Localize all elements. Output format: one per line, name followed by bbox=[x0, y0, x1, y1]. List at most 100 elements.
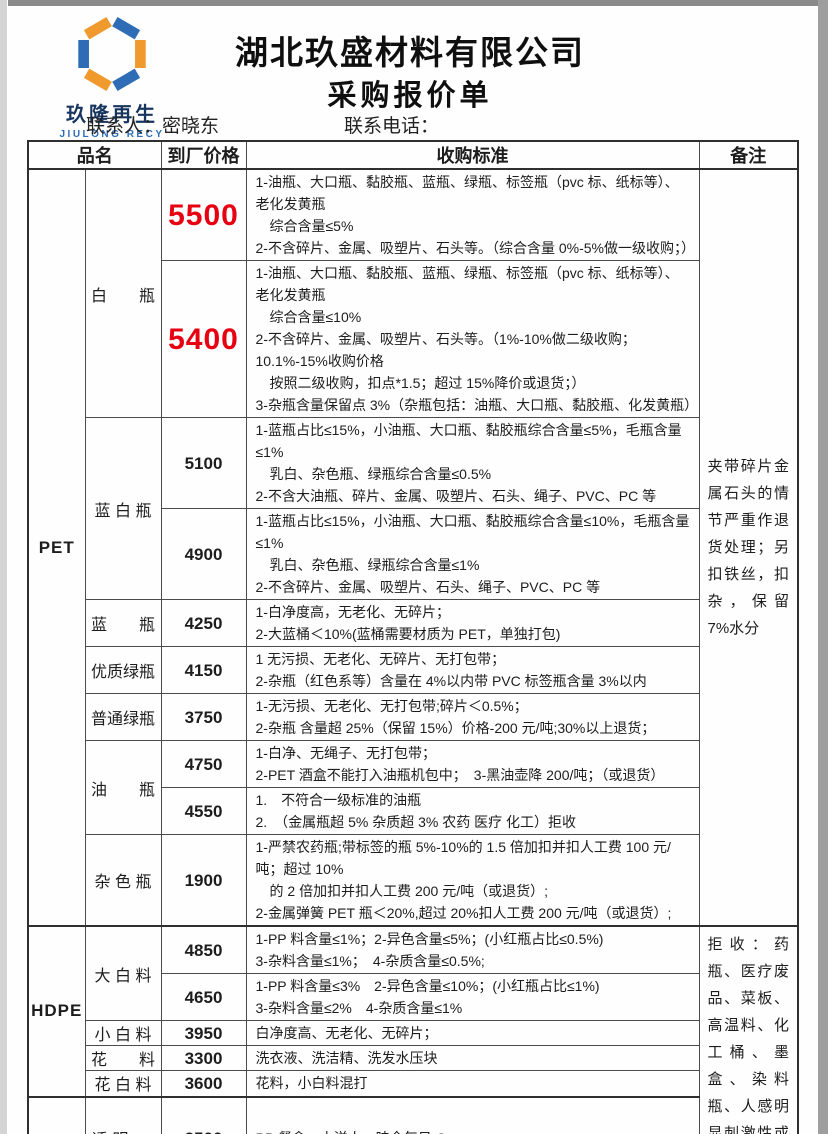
price-cell: 5500 bbox=[160, 168, 247, 261]
col-header-standard: 收购标准 bbox=[245, 140, 700, 170]
price-cell: 4650 bbox=[160, 973, 247, 1021]
standard-cell: 1-油瓶、大口瓶、黏胶瓶、蓝瓶、绿瓶、标签瓶（pvc 标、纸标等）、老化发黄瓶 … bbox=[245, 168, 700, 261]
contact-person-value: 密晓东 bbox=[162, 116, 220, 137]
table-row: HDPE 大 白 料 4850 1-PP 料含量≤1%；2-异色含量≤5%；(小红瓶占… bbox=[27, 925, 799, 1134]
price-cell: 4900 bbox=[160, 508, 247, 600]
contact-phone: 联系电话： bbox=[344, 111, 439, 138]
document-title: 采购报价单 bbox=[327, 80, 493, 112]
standard-line: PP 餐盒，小洋人，味全每日 C bbox=[256, 1127, 693, 1134]
standard-line: 1-蓝瓶占比≤15%，小油瓶、大口瓶、黏胶瓶综合含量≤5%，毛瓶含量≤1% bbox=[255, 422, 682, 460]
standard-line: 白净度高、无老化、无碎片； bbox=[255, 1025, 438, 1041]
standard-line: 1 无污损、无老化、无碎片、无打包带； bbox=[255, 651, 506, 667]
product-name-cell: 大 白 料 bbox=[84, 925, 162, 1021]
col-header-product: 品名 bbox=[27, 140, 162, 170]
standard-line: 1-白净、无绳子、无打包带； bbox=[255, 745, 436, 761]
table-row: 优质绿瓶 4150 1 无污损、无老化、无碎片、无打包带； 2-杂瓶（红色系等）含量在… bbox=[28, 646, 798, 694]
price-cell: 1900 bbox=[160, 834, 247, 927]
table-row: 花 白 料 3600 花料，小白料混打 bbox=[28, 1070, 798, 1097]
table-row: PET 白 瓶 5500 1-油瓶、大口瓶、黏胶瓶、蓝瓶、绿瓶、标签瓶（pvc 标、纸… bbox=[27, 168, 799, 927]
standard-line: 2-不含碎片、金属、吸塑片、石头、绳子、PVC、PC 等 bbox=[255, 579, 601, 595]
scan-edge-top bbox=[8, 0, 828, 6]
scan-edge-right bbox=[818, 0, 828, 1134]
standard-line: 综合含量≤10% bbox=[255, 309, 362, 325]
standard-line: 2-不含大油瓶、碎片、金属、吸塑片、石头、绳子、PVC、PC 等 bbox=[255, 488, 657, 504]
standard-cell: 花料，小白料混打 bbox=[245, 1070, 700, 1097]
col-header-price: 到厂价格 bbox=[160, 140, 247, 170]
product-name-cell: 蓝 白 瓶 bbox=[84, 417, 162, 600]
product-name-cell: 小 白 料 bbox=[84, 1020, 162, 1046]
standard-line: 3-杂料含量≤1%； 4-杂质含量≤0.5%; bbox=[255, 953, 485, 969]
product-name-cell: 普通绿瓶 bbox=[84, 693, 162, 741]
standard-cell: 1-蓝瓶占比≤15%，小油瓶、大口瓶、黏胶瓶综合含量≤5%，毛瓶含量≤1% 乳白… bbox=[245, 417, 700, 509]
category-cell: PET bbox=[27, 168, 86, 927]
table-body: PET 白 瓶 5500 1-油瓶、大口瓶、黏胶瓶、蓝瓶、绿瓶、标签瓶（pvc 标、纸… bbox=[27, 168, 799, 1134]
price-cell: 3950 bbox=[160, 1020, 247, 1046]
standard-cell: PP 餐盒，小洋人，味全每日 C bbox=[245, 1095, 700, 1134]
company-logo: 玖隆再生 JIULONG RECY bbox=[52, 12, 172, 140]
standard-line: 1-PP 料含量≤3% 2-异色含量≤10%；(小红瓶占比≤1%) bbox=[255, 978, 600, 994]
logo-name-en: JIULONG RECY bbox=[59, 129, 165, 140]
table-row: 4900 1-蓝瓶占比≤15%，小油瓶、大口瓶、黏胶瓶综合含量≤10%，毛瓶含量≤… bbox=[28, 508, 798, 600]
price-cell: 3300 bbox=[160, 1045, 247, 1071]
standard-cell: 1-油瓶、大口瓶、黏胶瓶、蓝瓶、绿瓶、标签瓶（pvc 标、纸标等）、老化发黄瓶 … bbox=[245, 260, 700, 418]
standard-line: 2-杂瓶（红色系等）含量在 4%以内带 PVC 标签瓶含量 3%以内 bbox=[255, 673, 647, 689]
logo-name-cn: 玖隆再生 bbox=[66, 104, 158, 126]
price-cell: 4750 bbox=[160, 740, 247, 788]
table-row: 花 料 3300 洗衣液、洗洁精、洗发水压块 bbox=[28, 1045, 798, 1071]
standard-cell: 1-无污损、无老化、无打包带;碎片＜0.5%； 2-杂瓶 含量超 25%（保留 1… bbox=[245, 693, 700, 741]
table-row: 杂 色 瓶 1900 1-严禁农药瓶;带标签的瓶 5%-10%的 1.5 倍加扣并扣… bbox=[28, 834, 798, 927]
table-header-row: 品名 到厂价格 收购标准 备注 bbox=[27, 140, 799, 170]
standard-cell: 1-白净度高，无老化、无碎片； 2-大蓝桶＜10%(蓝桶需要材质为 PET，单独打… bbox=[245, 599, 700, 647]
standard-cell: 1-PP 料含量≤3% 2-异色含量≤10%；(小红瓶占比≤1%) 3-杂料含量≤… bbox=[245, 973, 700, 1021]
standard-line: 1-无污损、无老化、无打包带;碎片＜0.5%； bbox=[255, 698, 528, 714]
standard-cell: 1 无污损、无老化、无碎片、无打包带； 2-杂瓶（红色系等）含量在 4%以内带 P… bbox=[245, 646, 700, 694]
standard-line: 2. （金属瓶超 5% 杂质超 3% 农药 医疗 化工）拒收 bbox=[255, 814, 576, 830]
contact-phone-label: 联系电话： bbox=[344, 116, 440, 137]
product-name-cell: 白 瓶 bbox=[84, 168, 162, 418]
standard-line: 1. 不符合一级标准的油瓶 bbox=[255, 792, 422, 808]
product-name-cell: 花 白 料 bbox=[84, 1070, 162, 1097]
price-cell: 3750 bbox=[160, 693, 247, 741]
product-name-cell: 优质绿瓶 bbox=[84, 646, 162, 694]
price-cell: 4550 bbox=[160, 787, 247, 835]
standard-line: 2-杂瓶 含量超 25%（保留 15%）价格-200 元/吨;30%以上退货； bbox=[255, 720, 656, 736]
standard-cell: 洗衣液、洗洁精、洗发水压块 bbox=[245, 1045, 700, 1071]
standard-line: 2-大蓝桶＜10%(蓝桶需要材质为 PET，单独打包) bbox=[255, 626, 561, 642]
standard-cell: 1-白净、无绳子、无打包带； 2-PET 酒盒不能打入油瓶机包中； 3-黑油壶降 … bbox=[245, 740, 700, 788]
company-name: 湖北玖盛材料有限公司 bbox=[235, 34, 585, 71]
contact-person: 联系人：密晓东 bbox=[86, 111, 219, 138]
standard-line: 乳白、杂色瓶、绿瓶综合含量≤1% bbox=[255, 557, 480, 573]
standard-cell: 1-PP 料含量≤1%；2-异色含量≤5%；(小红瓶占比≤0.5%) 3-杂料含量… bbox=[245, 925, 700, 974]
standard-line: 2-不含碎片、金属、吸塑片、石头等。（综合含量 0%-5%做一级收购；） bbox=[255, 240, 695, 256]
table-row: 蓝 瓶 4250 1-白净度高，无老化、无碎片； 2-大蓝桶＜10%(蓝桶需要材质为 … bbox=[28, 599, 798, 647]
standard-line: 综合含量≤5% bbox=[255, 218, 354, 234]
product-name-cell: 蓝 瓶 bbox=[84, 599, 162, 647]
standard-line: 1-严禁农药瓶;带标签的瓶 5%-10%的 1.5 倍加扣并扣人工费 100 元… bbox=[255, 839, 671, 877]
category-cell: HDPE bbox=[27, 925, 86, 1097]
standard-line: 1-PP 料含量≤1%；2-异色含量≤5%；(小红瓶占比≤0.5%) bbox=[255, 931, 604, 947]
table-row: 油 瓶 4750 1-白净、无绳子、无打包带； 2-PET 酒盒不能打入油瓶机包中； … bbox=[28, 740, 798, 835]
standard-line: 洗衣液、洗洁精、洗发水压块 bbox=[255, 1050, 438, 1066]
standard-line: 2-金属弹簧 PET 瓶＜20%,超过 20%扣人工费 200 元/吨（或退货）… bbox=[255, 905, 672, 921]
product-name-cell: 花 料 bbox=[84, 1045, 162, 1071]
standard-line: 2-PET 酒盒不能打入油瓶机包中； 3-黑油壶降 200/吨；（或退货） bbox=[255, 767, 665, 783]
standard-line: 1-白净度高，无老化、无碎片； bbox=[255, 604, 450, 620]
table-row: P P透 明 PP2500 PP 餐盒，小洋人，味全每日 C bbox=[27, 1095, 798, 1134]
standard-line: 乳白、杂色瓶、绿瓶综合含量≤0.5% bbox=[255, 466, 492, 482]
col-header-note: 备注 bbox=[698, 140, 799, 170]
standard-line: 花料，小白料混打 bbox=[255, 1075, 368, 1092]
price-cell: 2500 bbox=[160, 1095, 247, 1134]
note-cell: 拒收：药瓶、医疗废品、菜板、高温料、化工桶、墨盒、染料瓶、人感明显刺激性或有毒气… bbox=[698, 925, 799, 1134]
table-row: 4550 1. 不符合一级标准的油瓶 2. （金属瓶超 5% 杂质超 3% 农药 医… bbox=[28, 787, 798, 835]
standard-line: 1-蓝瓶占比≤15%，小油瓶、大口瓶、黏胶瓶综合含量≤10%，毛瓶含量≤1% bbox=[255, 513, 690, 551]
product-name-cell: 杂 色 瓶 bbox=[84, 834, 162, 927]
product-name-cell: 透 明 PP bbox=[84, 1095, 162, 1134]
standard-line: 的 2 倍加扣并扣人工费 200 元/吨（或退货）; bbox=[255, 883, 548, 899]
table-row: 普通绿瓶 3750 1-无污损、无老化、无打包带;碎片＜0.5%； 2-杂瓶 含量超 … bbox=[28, 693, 798, 741]
price-cell: 3600 bbox=[160, 1070, 247, 1097]
standard-line: 按照二级收购，扣点*1.5；超过 15%降价或退货；） bbox=[255, 375, 586, 391]
standard-cell: 1. 不符合一级标准的油瓶 2. （金属瓶超 5% 杂质超 3% 农药 医疗 化工… bbox=[245, 787, 700, 835]
quote-table: 品名 到厂价格 收购标准 备注 PET 白 瓶 5500 1-油瓶、大口瓶、黏胶瓶、蓝… bbox=[27, 140, 799, 1134]
price-cell: 5400 bbox=[160, 260, 247, 418]
